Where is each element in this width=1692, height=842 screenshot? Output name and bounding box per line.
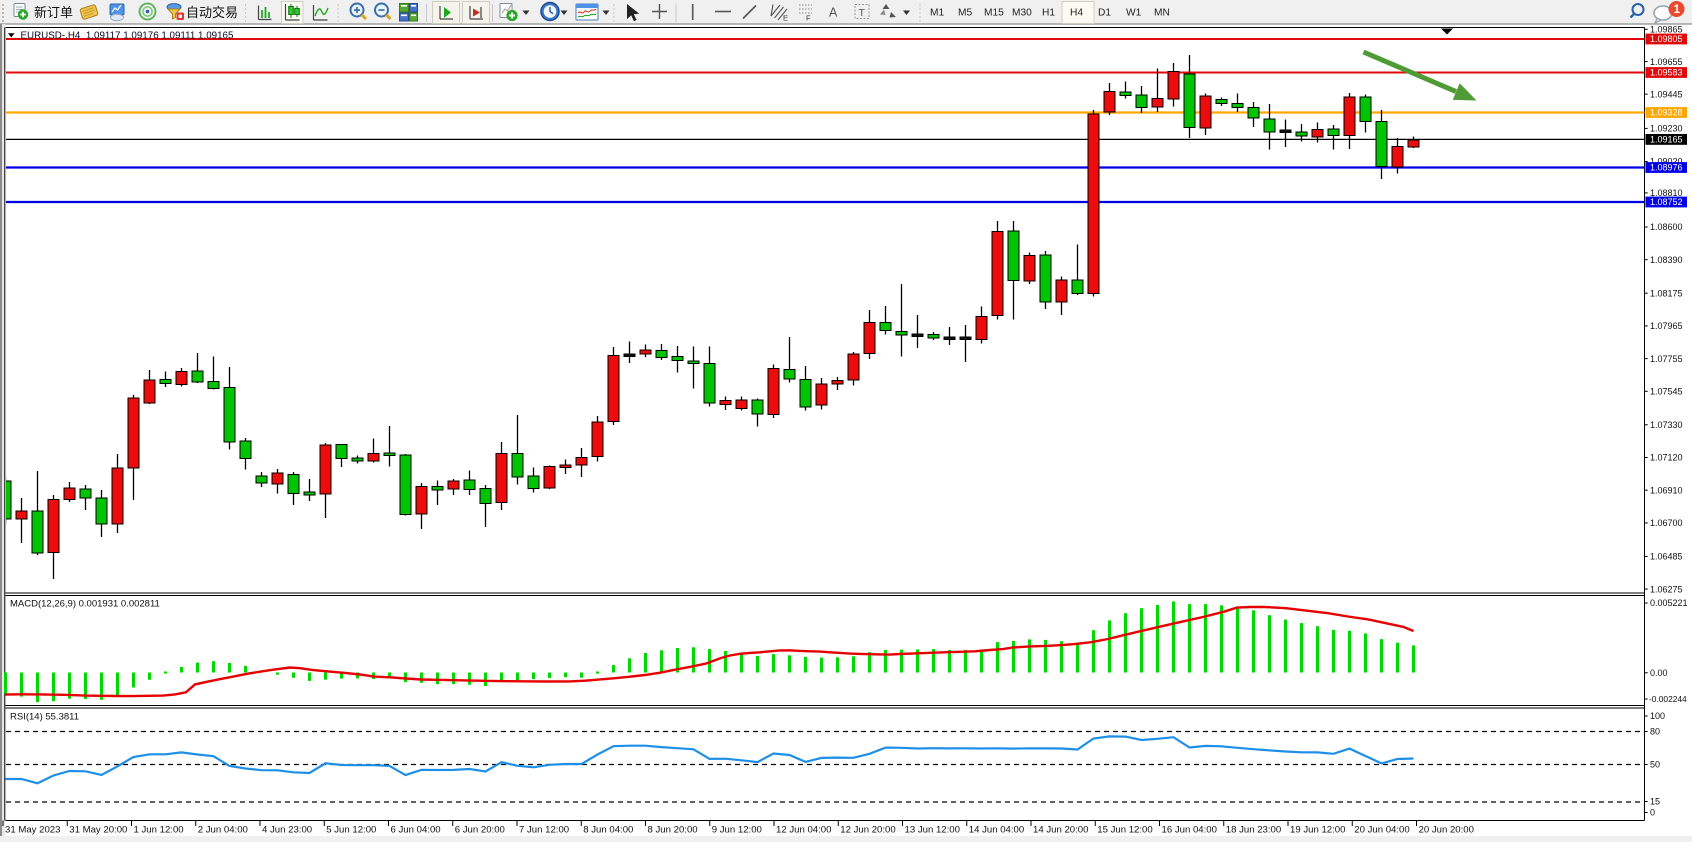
svg-text:1.08175: 1.08175 [1650, 288, 1683, 298]
svg-text:1.09583: 1.09583 [1650, 68, 1683, 78]
svg-text:12 Jun 04:00: 12 Jun 04:00 [776, 825, 831, 836]
svg-text:31 May 20:00: 31 May 20:00 [69, 825, 127, 836]
svg-text:9 Jun 12:00: 9 Jun 12:00 [712, 825, 762, 836]
svg-text:1.08976: 1.08976 [1650, 163, 1683, 173]
svg-text:D1: D1 [1098, 8, 1111, 19]
svg-text:1.09805: 1.09805 [1650, 34, 1683, 44]
svg-text:14 Jun 20:00: 14 Jun 20:00 [1033, 825, 1088, 836]
svg-text:1.08810: 1.08810 [1650, 188, 1683, 198]
svg-text:0: 0 [1650, 808, 1655, 818]
svg-text:0.00: 0.00 [1650, 668, 1668, 678]
svg-text:1.06700: 1.06700 [1650, 518, 1683, 528]
svg-text:13 Jun 12:00: 13 Jun 12:00 [905, 825, 960, 836]
svg-text:19 Jun 12:00: 19 Jun 12:00 [1290, 825, 1345, 836]
svg-text:1.09020: 1.09020 [1650, 157, 1683, 167]
svg-text:5 Jun 12:00: 5 Jun 12:00 [326, 825, 376, 836]
svg-text:1 Jun 12:00: 1 Jun 12:00 [134, 825, 184, 836]
svg-text:2 Jun 04:00: 2 Jun 04:00 [198, 825, 248, 836]
svg-text:1.07545: 1.07545 [1650, 387, 1683, 397]
svg-text:EURUSD-,H4 1.09117 1.09176 1.: EURUSD-,H4 1.09117 1.09176 1.09111 1.091… [21, 30, 235, 41]
svg-text:1.08752: 1.08752 [1650, 197, 1683, 207]
svg-text:1.09230: 1.09230 [1650, 124, 1683, 134]
svg-text:1.09328: 1.09328 [1650, 108, 1683, 118]
svg-text:F: F [806, 14, 811, 23]
svg-text:H4: H4 [1070, 8, 1083, 19]
svg-text:1.07120: 1.07120 [1650, 453, 1683, 463]
svg-text:0.005221: 0.005221 [1650, 598, 1688, 608]
svg-text:7 Jun 12:00: 7 Jun 12:00 [519, 825, 569, 836]
svg-text:1.07965: 1.07965 [1650, 321, 1683, 331]
svg-text:1.06910: 1.06910 [1650, 485, 1683, 495]
svg-text:H1: H1 [1042, 8, 1055, 19]
svg-text:20 Jun 20:00: 20 Jun 20:00 [1419, 825, 1474, 836]
svg-text:1.09445: 1.09445 [1650, 89, 1683, 99]
svg-text:15 Jun 12:00: 15 Jun 12:00 [1097, 825, 1152, 836]
svg-text:20 Jun 04:00: 20 Jun 04:00 [1354, 825, 1409, 836]
svg-text:E: E [783, 14, 788, 23]
svg-text:15: 15 [1650, 797, 1660, 807]
svg-text:-0.002244: -0.002244 [1649, 694, 1687, 704]
svg-text:6 Jun 04:00: 6 Jun 04:00 [391, 825, 441, 836]
svg-text:M30: M30 [1012, 8, 1032, 19]
svg-text:M5: M5 [958, 8, 972, 19]
svg-text:100: 100 [1650, 711, 1665, 721]
svg-text:W1: W1 [1126, 8, 1142, 19]
svg-text:1.06485: 1.06485 [1650, 552, 1683, 562]
svg-text:8 Jun 20:00: 8 Jun 20:00 [648, 825, 698, 836]
svg-text:6 Jun 20:00: 6 Jun 20:00 [455, 825, 505, 836]
svg-text:1: 1 [1674, 4, 1681, 16]
svg-text:MACD(12,26,9) 0.001931 0.00281: MACD(12,26,9) 0.001931 0.002811 [10, 599, 160, 610]
svg-text:新订单: 新订单 [34, 5, 73, 20]
svg-text:50: 50 [1650, 760, 1660, 770]
svg-text:4 Jun 23:00: 4 Jun 23:00 [262, 825, 312, 836]
svg-text:16 Jun 04:00: 16 Jun 04:00 [1162, 825, 1217, 836]
svg-text:自动交易: 自动交易 [186, 5, 238, 20]
svg-text:80: 80 [1650, 727, 1660, 737]
svg-text:MN: MN [1154, 8, 1170, 19]
svg-text:12 Jun 20:00: 12 Jun 20:00 [840, 825, 895, 836]
svg-text:M1: M1 [930, 8, 944, 19]
svg-text:RSI(14) 55.3811: RSI(14) 55.3811 [10, 712, 79, 723]
svg-text:1.06275: 1.06275 [1650, 584, 1683, 594]
svg-text:1.08390: 1.08390 [1650, 255, 1683, 265]
svg-text:M15: M15 [984, 8, 1004, 19]
svg-text:1.07330: 1.07330 [1650, 420, 1683, 430]
svg-text:31 May 2023: 31 May 2023 [5, 825, 60, 836]
svg-text:14 Jun 04:00: 14 Jun 04:00 [969, 825, 1024, 836]
svg-text:18 Jun 23:00: 18 Jun 23:00 [1226, 825, 1281, 836]
svg-text:1.09165: 1.09165 [1650, 135, 1683, 145]
svg-text:1.09865: 1.09865 [1650, 25, 1683, 35]
svg-text:1.07755: 1.07755 [1650, 354, 1683, 364]
svg-text:8 Jun 04:00: 8 Jun 04:00 [583, 825, 633, 836]
svg-text:1.08600: 1.08600 [1650, 222, 1683, 232]
svg-text:A: A [829, 6, 838, 20]
svg-text:T: T [859, 7, 866, 19]
svg-text:1.09655: 1.09655 [1650, 57, 1683, 67]
